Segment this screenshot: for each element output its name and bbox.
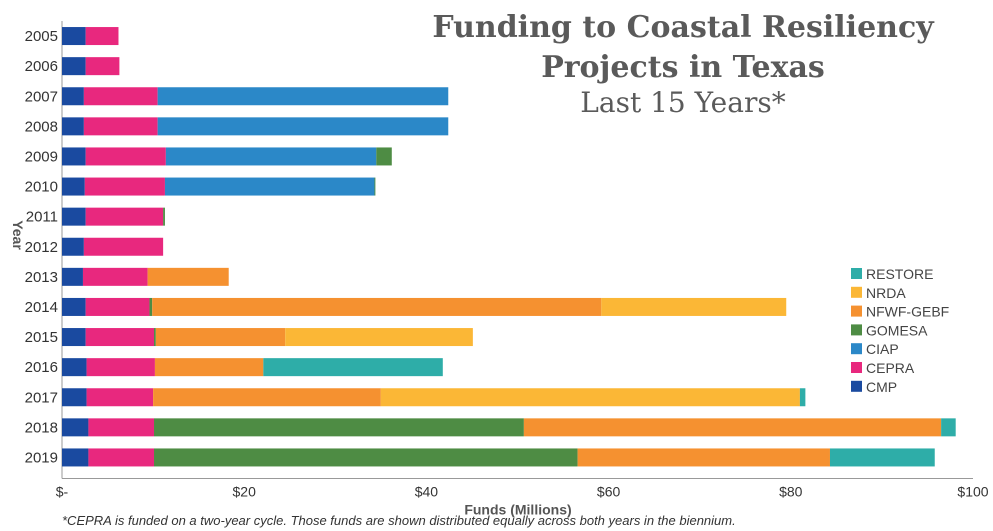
y-tick-label: 2006 [25, 58, 58, 75]
bar-cmp-2010 [62, 177, 85, 196]
y-tick-label: 2018 [25, 419, 58, 436]
y-tick-label: 2015 [25, 329, 58, 346]
bar-nfwf-gebf-2014 [152, 297, 602, 316]
bar-cepra-2017 [86, 388, 154, 407]
bar-gomesa-2015 [154, 328, 156, 347]
bar-cepra-2006 [85, 57, 120, 76]
bar-nfwf-gebf-2018 [523, 418, 942, 437]
x-tick-label: $60 [597, 484, 621, 500]
y-tick-label: 2016 [25, 359, 58, 376]
bar-cepra-2018 [88, 418, 155, 437]
bar-nfwf-gebf-2017 [153, 388, 381, 407]
legend-label-cepra: CEPRA [866, 360, 915, 376]
bar-cmp-2009 [62, 147, 86, 166]
bar-cmp-2014 [62, 297, 86, 316]
bar-cmp-2008 [62, 117, 84, 136]
x-tick-label: $80 [779, 484, 803, 500]
bar-nfwf-gebf-2019 [577, 448, 830, 467]
bar-cmp-2005 [62, 27, 86, 46]
legend-swatch-nrda [851, 286, 862, 298]
bar-restore-2016 [263, 358, 443, 377]
bar-cepra-2013 [82, 267, 148, 286]
legend-swatch-ciap [851, 343, 862, 355]
bar-ciap-2010 [164, 177, 375, 196]
x-tick-label: $20 [233, 484, 257, 500]
y-tick-label: 2008 [25, 118, 58, 135]
bar-cepra-2010 [84, 177, 165, 196]
bar-cepra-2008 [83, 117, 158, 136]
bar-cmp-2011 [62, 207, 86, 226]
bar-cepra-2011 [85, 207, 164, 226]
chart-subtitle: Last 15 Years* [580, 86, 786, 119]
legend-swatch-restore [851, 268, 862, 279]
bar-cmp-2018 [62, 418, 89, 437]
bar-cmp-2012 [62, 237, 84, 256]
bar-restore-2017 [799, 388, 806, 407]
bar-gomesa-2011 [163, 207, 165, 226]
y-tick-label: 2007 [25, 88, 58, 105]
x-axis-label: Funds (Millions) [464, 502, 571, 518]
bar-cmp-2017 [62, 388, 87, 407]
y-tick-label: 2019 [25, 449, 58, 466]
legend-swatch-cepra [851, 362, 862, 373]
y-tick-label: 2005 [25, 28, 58, 45]
legend-label-gomesa: GOMESA [866, 322, 928, 338]
footnote: *CEPRA is funded on a two-year cycle. Th… [62, 513, 736, 528]
y-tick-label: 2010 [25, 179, 58, 196]
bar-nrda-2014 [601, 297, 787, 316]
legend-label-cmp: CMP [866, 379, 897, 395]
bar-gomesa-2014 [149, 297, 153, 316]
bar-nfwf-gebf-2016 [154, 358, 264, 377]
y-tick-label: 2013 [25, 269, 58, 286]
legend-swatch-nfwf-gebf [851, 305, 862, 317]
legend-label-nfwf-gebf: NFWF-GEBF [866, 304, 949, 320]
bar-nfwf-gebf-2013 [147, 267, 229, 286]
y-axis-label: Year [10, 220, 26, 250]
legend-label-restore: RESTORE [866, 266, 933, 282]
bar-cepra-2009 [85, 147, 166, 166]
x-tick-label: $100 [957, 484, 988, 500]
bar-cmp-2015 [62, 328, 86, 347]
chart-title: Funding to Coastal Resiliency Projects i… [432, 10, 934, 85]
legend-label-ciap: CIAP [866, 341, 899, 357]
bar-cmp-2007 [62, 87, 84, 106]
bar-restore-2019 [829, 448, 935, 467]
y-tick-label: 2009 [25, 148, 58, 165]
bar-ciap-2009 [165, 147, 377, 166]
bar-cepra-2007 [83, 87, 158, 106]
x-tick-label: $40 [415, 484, 439, 500]
bar-cmp-2016 [62, 358, 87, 377]
y-tick-label: 2012 [25, 239, 58, 256]
bar-ciap-2008 [157, 117, 449, 136]
bar-cmp-2013 [62, 267, 83, 286]
bar-gomesa-2018 [154, 418, 524, 437]
bar-restore-2018 [941, 418, 956, 437]
bar-cepra-2012 [83, 237, 164, 256]
bar-cepra-2005 [85, 27, 119, 46]
y-tick-label: 2017 [25, 389, 58, 406]
bar-nrda-2017 [380, 388, 800, 407]
bar-gomesa-2019 [154, 448, 578, 467]
legend-label-nrda: NRDA [866, 285, 906, 301]
legend-swatch-gomesa [851, 324, 862, 336]
bar-cepra-2016 [86, 358, 155, 377]
legend-swatch-cmp [851, 380, 862, 392]
bar-gomesa-2010 [374, 177, 376, 196]
bar-nfwf-gebf-2015 [155, 328, 286, 347]
bar-cepra-2014 [85, 297, 150, 316]
bar-cepra-2019 [88, 448, 155, 467]
y-tick-label: 2014 [25, 299, 58, 316]
x-tick-label: $- [56, 484, 69, 500]
bar-cepra-2015 [85, 328, 155, 347]
y-tick-label: 2011 [26, 209, 58, 226]
bar-cmp-2019 [62, 448, 89, 467]
bar-cmp-2006 [62, 57, 86, 76]
bar-gomesa-2009 [376, 147, 392, 166]
bar-ciap-2007 [157, 87, 449, 106]
bar-nrda-2015 [285, 328, 473, 347]
